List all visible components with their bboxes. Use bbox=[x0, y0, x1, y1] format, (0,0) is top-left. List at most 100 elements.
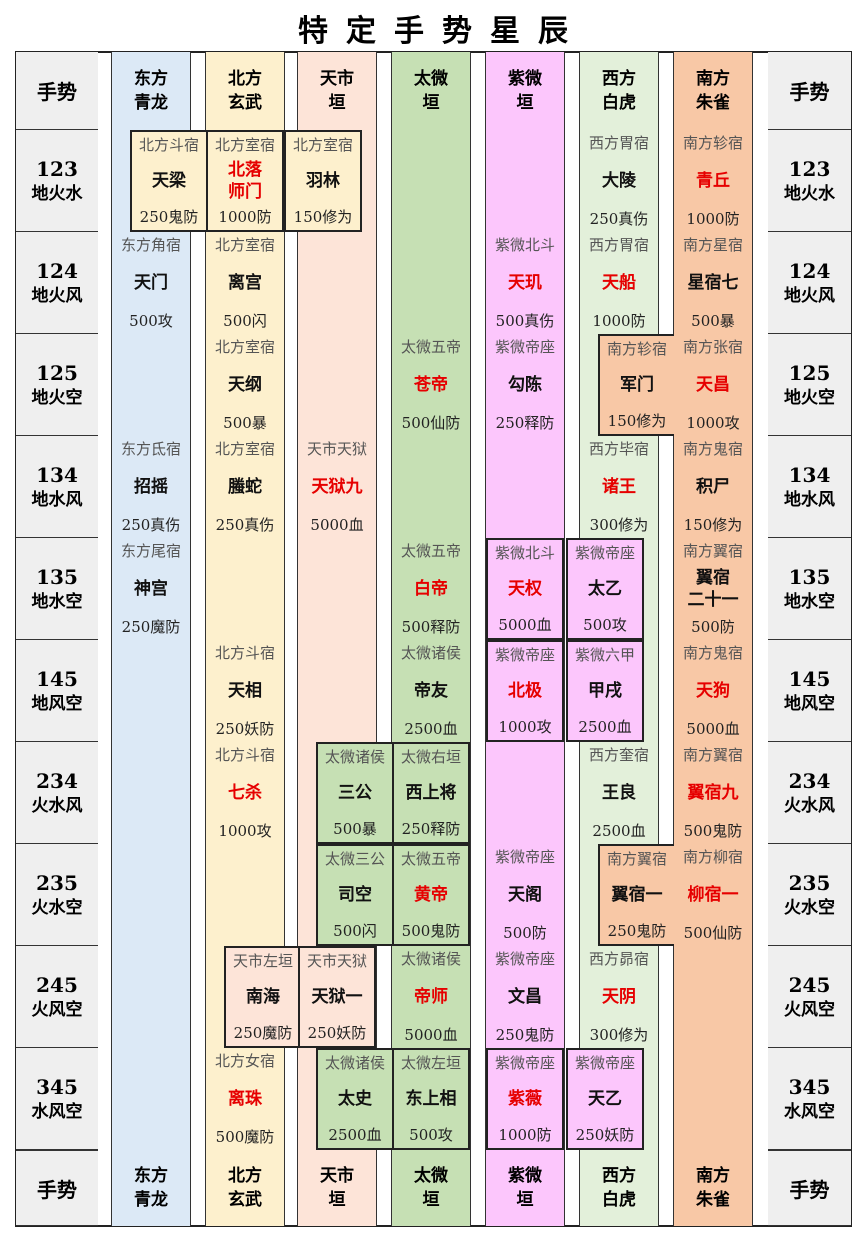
entry-group: 太微三公 bbox=[324, 850, 385, 868]
star-entry: 紫微六甲 甲戌 2500血 bbox=[566, 640, 644, 742]
entry-name: 王良 bbox=[602, 782, 636, 803]
row-name: 火风空 bbox=[31, 999, 83, 1020]
entry-stat: 2500血 bbox=[328, 1126, 382, 1144]
entry-group: 南方轸宿 bbox=[682, 134, 743, 152]
header-cell: 南方 朱雀 bbox=[674, 52, 752, 130]
entry-name: 离宫 bbox=[228, 272, 262, 293]
entry-name: 天狗 bbox=[696, 680, 730, 701]
star-entry: 紫微北斗 天权 5000血 bbox=[486, 538, 564, 640]
entry-name: 文昌 bbox=[508, 986, 542, 1007]
row-code: 145 bbox=[36, 666, 78, 691]
row-code: 134 bbox=[788, 462, 831, 487]
row-code: 345 bbox=[36, 1074, 78, 1099]
name-line: 翼宿 bbox=[696, 567, 730, 588]
entry-name: 天门 bbox=[134, 272, 168, 293]
entry-group: 西方奎宿 bbox=[588, 746, 649, 764]
header-line: 白虎 bbox=[602, 1190, 636, 1210]
star-entry: 太微五帝 苍帝 500仙防 bbox=[392, 334, 470, 436]
header-line: 玄武 bbox=[228, 93, 262, 113]
entry-group: 东方尾宿 bbox=[120, 542, 181, 560]
header-line: 紫微 bbox=[508, 1166, 542, 1186]
star-entry: 紫微帝座 勾陈 250释防 bbox=[486, 334, 564, 436]
entry-name: 翼宿九 bbox=[687, 782, 739, 803]
row-code: 234 bbox=[788, 768, 831, 793]
name-line: 北落 bbox=[228, 159, 262, 180]
entry-name: 天乙 bbox=[588, 1088, 622, 1109]
entry-stat: 5000血 bbox=[404, 1026, 458, 1044]
entry-group: 紫微帝座 bbox=[574, 1054, 635, 1072]
entry-stat: 500闪 bbox=[333, 922, 377, 940]
header-line: 天市 bbox=[320, 1166, 354, 1186]
header-cell: 北方 玄武 bbox=[206, 52, 284, 130]
entry-group: 北方女宿 bbox=[214, 1052, 275, 1070]
entry-name: 北落 师门 bbox=[228, 159, 262, 203]
entry-name: 星宿七 bbox=[687, 272, 739, 293]
row-label: 135 地水空 bbox=[768, 538, 851, 640]
entry-name: 七杀 bbox=[228, 782, 262, 803]
row-code: 125 bbox=[36, 360, 78, 385]
row-label: 245 火风空 bbox=[768, 946, 851, 1048]
row-label: 245 火风空 bbox=[16, 946, 98, 1048]
entry-stat: 250鬼防 bbox=[495, 1026, 555, 1044]
entry-stat: 1000防 bbox=[686, 210, 740, 228]
entry-stat: 500暴 bbox=[333, 820, 377, 838]
entry-group: 南方翼宿 bbox=[606, 850, 667, 868]
entry-name: 积尸 bbox=[696, 476, 730, 497]
star-entry: 南方柳宿 柳宿一 500仙防 bbox=[674, 844, 752, 946]
entry-name: 太史 bbox=[338, 1088, 372, 1109]
entry-name: 诸王 bbox=[602, 476, 636, 497]
entry-group: 南方鬼宿 bbox=[682, 440, 743, 458]
entry-group: 天市天狱 bbox=[306, 440, 367, 458]
entry-group: 太微诸侯 bbox=[324, 748, 385, 766]
entry-group: 南方轸宿 bbox=[606, 340, 667, 358]
entry-stat: 250魔防 bbox=[233, 1024, 293, 1042]
row-code: 235 bbox=[36, 870, 78, 895]
star-entry: 紫微帝座 天阁 500防 bbox=[486, 844, 564, 946]
entry-name: 帝师 bbox=[414, 986, 448, 1007]
entry-stat: 250释防 bbox=[495, 414, 555, 432]
row-code: 245 bbox=[788, 972, 831, 997]
entry-name: 羽林 bbox=[306, 170, 340, 191]
entry-stat: 1000攻 bbox=[686, 414, 740, 432]
entry-stat: 250魔防 bbox=[121, 618, 181, 636]
star-entry: 南方鬼宿积尸 150修为 bbox=[674, 436, 752, 538]
star-entry: 紫微帝座 紫薇 1000防 bbox=[486, 1048, 564, 1150]
header-line: 东方 bbox=[134, 69, 168, 89]
entry-stat: 250真伤 bbox=[215, 516, 275, 534]
title: 特定手势星辰 bbox=[298, 14, 586, 49]
entry-group: 北方斗宿 bbox=[214, 746, 275, 764]
entry-group: 紫微六甲 bbox=[574, 646, 635, 664]
row-label: 125 地火空 bbox=[768, 334, 851, 436]
row-label: 345 水风空 bbox=[768, 1048, 851, 1150]
star-entry: 南方翼宿 翼宿一 250鬼防 bbox=[598, 844, 676, 946]
entry-group: 西方胃宿 bbox=[588, 236, 649, 254]
header-cell: 紫微垣 bbox=[486, 52, 564, 130]
star-entry: 东方角宿 天门 500攻 bbox=[112, 232, 190, 334]
star-entry: 北方斗宿 天梁 250鬼防 bbox=[130, 130, 208, 232]
entry-stat: 150修为 bbox=[683, 516, 743, 534]
header-line: 太微 bbox=[414, 1166, 448, 1186]
entry-group: 太微左垣 bbox=[400, 1054, 461, 1072]
entry-group: 西方昴宿 bbox=[588, 950, 649, 968]
header-line: 东方 bbox=[134, 1166, 168, 1186]
entry-stat: 5000血 bbox=[686, 720, 740, 738]
entry-name: 天阁 bbox=[508, 884, 542, 905]
name-line: 二十一 bbox=[687, 589, 739, 610]
entry-stat: 2500血 bbox=[592, 822, 646, 840]
entry-name: 勾陈 bbox=[508, 374, 542, 395]
row-label: 134 地水风 bbox=[16, 436, 98, 538]
entry-name: 天狱九 bbox=[311, 476, 363, 497]
header-cell: 太微垣 bbox=[392, 52, 470, 130]
entry-name: 帝友 bbox=[414, 680, 448, 701]
header-line: 青龙 bbox=[134, 93, 168, 113]
entry-stat: 500魔防 bbox=[215, 1128, 275, 1146]
header-line: 青龙 bbox=[134, 1190, 168, 1210]
footer-cell: 紫微垣 bbox=[486, 1150, 564, 1226]
entry-group: 东方角宿 bbox=[120, 236, 181, 254]
row-name: 火水空 bbox=[31, 897, 83, 918]
header-line: 垣 bbox=[328, 93, 346, 113]
row-name: 地风空 bbox=[784, 693, 835, 714]
entry-name: 黄帝 bbox=[414, 884, 448, 905]
header-cell: 东方 青龙 bbox=[112, 52, 190, 130]
row-code: 135 bbox=[788, 564, 831, 589]
